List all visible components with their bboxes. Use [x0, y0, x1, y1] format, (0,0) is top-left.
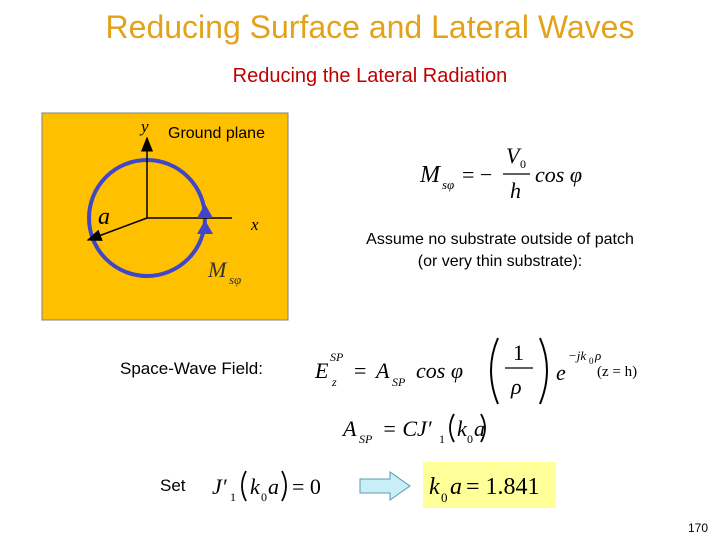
eq-text: a [474, 416, 485, 441]
eq-text: 0 [261, 490, 267, 504]
radius-line [86, 217, 148, 241]
current-label: M [207, 257, 228, 282]
current-arrow [197, 204, 213, 218]
paren [281, 470, 287, 502]
x-label: x [250, 215, 259, 234]
eq-text: 0 [441, 490, 448, 505]
eq-text: 0 [467, 432, 473, 446]
set-label: Set [160, 476, 186, 495]
arrow [359, 471, 411, 501]
eq-text: k [429, 474, 440, 500]
eq-text: 1 [439, 432, 445, 446]
eq-text: k [250, 474, 261, 499]
eq-text: k [457, 416, 468, 441]
paren [480, 413, 486, 443]
page-number: 170 [688, 521, 708, 535]
ground-plane-box [41, 112, 289, 321]
eq-text: A [374, 358, 390, 383]
eq-text: SP [359, 432, 373, 446]
eq-text: e [556, 360, 566, 385]
eq-text: cos φ [416, 358, 463, 383]
paren [490, 337, 499, 405]
paren [241, 470, 247, 502]
subtitle: Reducing the Lateral Radiation [233, 65, 508, 87]
eq-text: cos φ [535, 162, 582, 187]
current-arrow [197, 220, 213, 234]
eq-text: = CJ′ [382, 416, 433, 441]
result-box [423, 462, 556, 508]
eq-text: −jk [568, 348, 586, 363]
eq-text: h [510, 178, 521, 203]
eq-text: z [331, 375, 337, 389]
eq-text: M [419, 162, 442, 188]
eq-text: 1 [513, 340, 524, 365]
paren [449, 413, 455, 443]
eq-text: SP [392, 375, 406, 389]
eq-text: 0 [589, 356, 594, 366]
current-sub: sφ [229, 272, 241, 287]
eq-text: sφ [442, 177, 454, 192]
space-wave-label: Space-Wave Field: [120, 359, 263, 378]
eq-text: = [354, 358, 366, 383]
eq-text: ρ [594, 348, 601, 363]
eq-text: ρ [510, 374, 522, 399]
paren [539, 337, 548, 405]
eq-text: a [450, 474, 462, 500]
a-label: a [98, 204, 110, 230]
assume-text: Assume no substrate outside of patch [366, 231, 634, 248]
eq-text: E [314, 358, 329, 383]
assume-text: (or very thin substrate): [418, 253, 583, 270]
eq-text: a [268, 474, 279, 499]
eq-text: 1 [230, 490, 236, 504]
eq-text: 0 [520, 157, 526, 171]
eq-text: = 0 [292, 474, 321, 499]
eq-text: V [506, 143, 522, 168]
eq-text: A [341, 416, 357, 441]
ground-plane-label: Ground plane [168, 125, 265, 142]
condition: (z = h) [597, 364, 637, 380]
eq-text: J′ [212, 474, 228, 499]
eq-text: SP [330, 350, 344, 364]
y-label: y [139, 117, 149, 136]
eq-text: = − [462, 162, 492, 187]
eq-text: = 1.841 [466, 474, 540, 500]
title: Reducing Surface and Lateral Waves [106, 9, 635, 45]
